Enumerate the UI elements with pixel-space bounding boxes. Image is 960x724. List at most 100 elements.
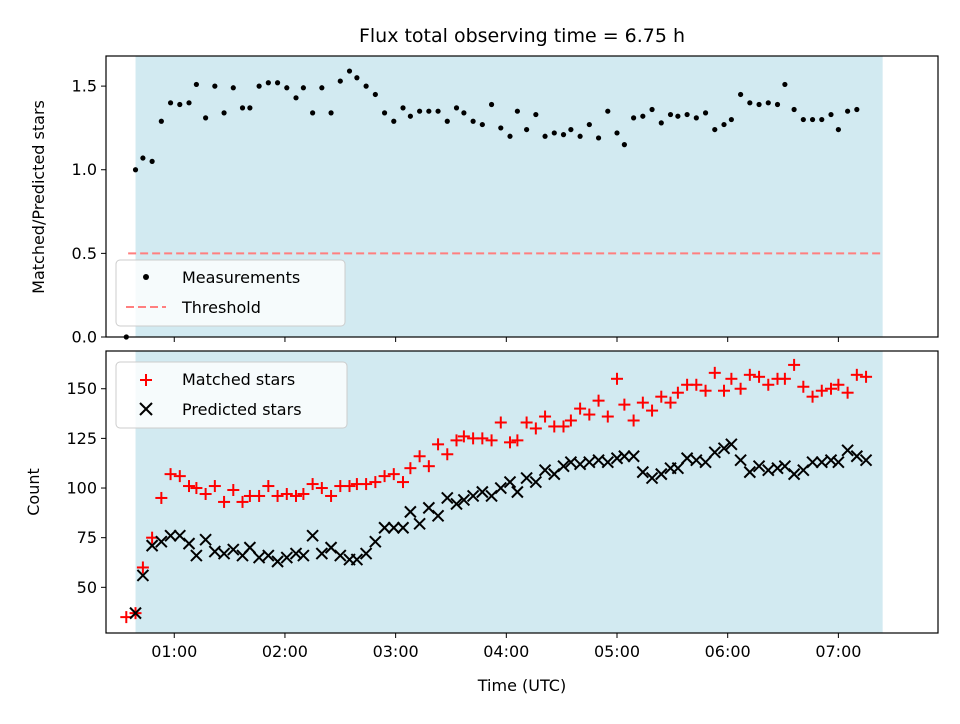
predicted-star-point [752, 459, 766, 473]
bottom-legend: Matched stars Predicted stars [115, 361, 348, 429]
matched-star-point [262, 480, 275, 493]
top-legend-box [115, 259, 346, 327]
predicted-star-point [190, 549, 203, 562]
measurement-point [738, 91, 744, 98]
measurement-point [391, 118, 397, 124]
matched-star-point [788, 358, 801, 371]
top-panel-frame [105, 55, 939, 338]
measurement-point [435, 108, 441, 114]
matched-star-point [280, 487, 293, 500]
measurement-point [346, 68, 353, 74]
predicted-star-point [520, 471, 533, 485]
measurement-points [123, 68, 860, 340]
matched-star-point [290, 489, 303, 502]
matched-star-point [343, 480, 356, 493]
matched-star-point [520, 416, 533, 429]
matched-star-point [136, 561, 149, 574]
measurement-point [649, 106, 655, 113]
matched-star-point [734, 382, 747, 395]
measurement-point [470, 118, 476, 124]
matched-star-point [511, 434, 524, 447]
matched-star-point [476, 432, 489, 445]
matched-star-point [655, 390, 668, 403]
matched-star-point [832, 378, 845, 391]
matched-star-point [183, 480, 196, 493]
matched-star-point [574, 402, 587, 415]
matched-star-point [627, 414, 640, 427]
predicted-star-point [271, 555, 284, 568]
matched-star-point [208, 480, 221, 493]
predicted-star-point [815, 456, 828, 469]
x-tick-label: 02:00 [262, 642, 308, 661]
matched-star-point [236, 495, 249, 508]
matched-star-point [529, 422, 542, 435]
matched-star-point [841, 386, 854, 399]
matched-star-point [708, 366, 721, 379]
predicted-star-point [359, 547, 373, 560]
predicted-star-point [431, 509, 445, 523]
predicted-star-point [476, 485, 489, 499]
matched-star-point [271, 489, 284, 502]
measurement-point [835, 126, 841, 133]
matched-star-point [636, 396, 649, 409]
predicted-star-point [610, 452, 624, 465]
measurement-point [372, 91, 378, 98]
measurement-point [230, 85, 236, 91]
predicted-star-point [627, 450, 640, 463]
matched-star-point [806, 390, 819, 403]
predicted-star-point [841, 444, 854, 457]
matched-star-point [725, 372, 738, 385]
measurement-point [756, 101, 762, 108]
predicted-star-point [538, 463, 552, 477]
predicted-star-point [413, 517, 426, 530]
predicted-star-point [850, 450, 864, 463]
matched-star-point [457, 430, 470, 443]
x-tick-label: 07:00 [815, 642, 861, 661]
measurement-point [363, 83, 369, 89]
measurement-point [514, 108, 520, 114]
measurement-point [845, 108, 851, 114]
predicted-star-point [457, 493, 471, 507]
matched-star-point [369, 476, 382, 489]
predicted-star-point [396, 521, 410, 534]
predicted-star-point [466, 489, 480, 503]
matched-star-point [441, 448, 454, 461]
measurement-point [203, 115, 209, 121]
measurement-point [256, 83, 262, 89]
matched-star-point [743, 368, 756, 381]
measurement-point [461, 110, 467, 116]
count-points [120, 358, 873, 624]
measurement-point [819, 116, 825, 123]
predicted-star-point [164, 529, 177, 542]
matched-star-point [173, 470, 186, 483]
measurement-point [791, 106, 797, 113]
predicted-star-point [762, 463, 775, 477]
x-tick-label: 03:00 [373, 642, 419, 661]
y-tick-label: 0.5 [72, 244, 97, 263]
predicted-star-point [243, 541, 257, 554]
measurement-point [293, 95, 299, 101]
matched-star-point [494, 416, 507, 429]
matched-star-point [315, 482, 328, 495]
matched-star-point [387, 468, 400, 481]
measurement-point [149, 158, 155, 164]
legend-threshold-label: Threshold [181, 298, 261, 317]
legend-predicted-label: Predicted stars [182, 400, 302, 419]
measurement-point [186, 100, 192, 106]
measurement-point [247, 105, 253, 111]
matched-star-point [646, 404, 659, 417]
measurement-point [560, 132, 567, 138]
matched-star-point [601, 410, 614, 423]
measurement-point [765, 100, 771, 106]
measurement-point [605, 108, 611, 114]
measurement-point [675, 113, 681, 119]
measurement-point [800, 116, 806, 123]
predicted-star-point [350, 553, 364, 566]
y-tick-label: 0.0 [72, 328, 97, 347]
x-tick-label: 04:00 [483, 642, 529, 661]
predicted-star-point [227, 543, 240, 556]
predicted-star-point [787, 467, 801, 481]
matched-star-point [671, 386, 684, 399]
matched-star-point [762, 378, 775, 391]
bottom-y-axis-label: Count [24, 468, 43, 516]
